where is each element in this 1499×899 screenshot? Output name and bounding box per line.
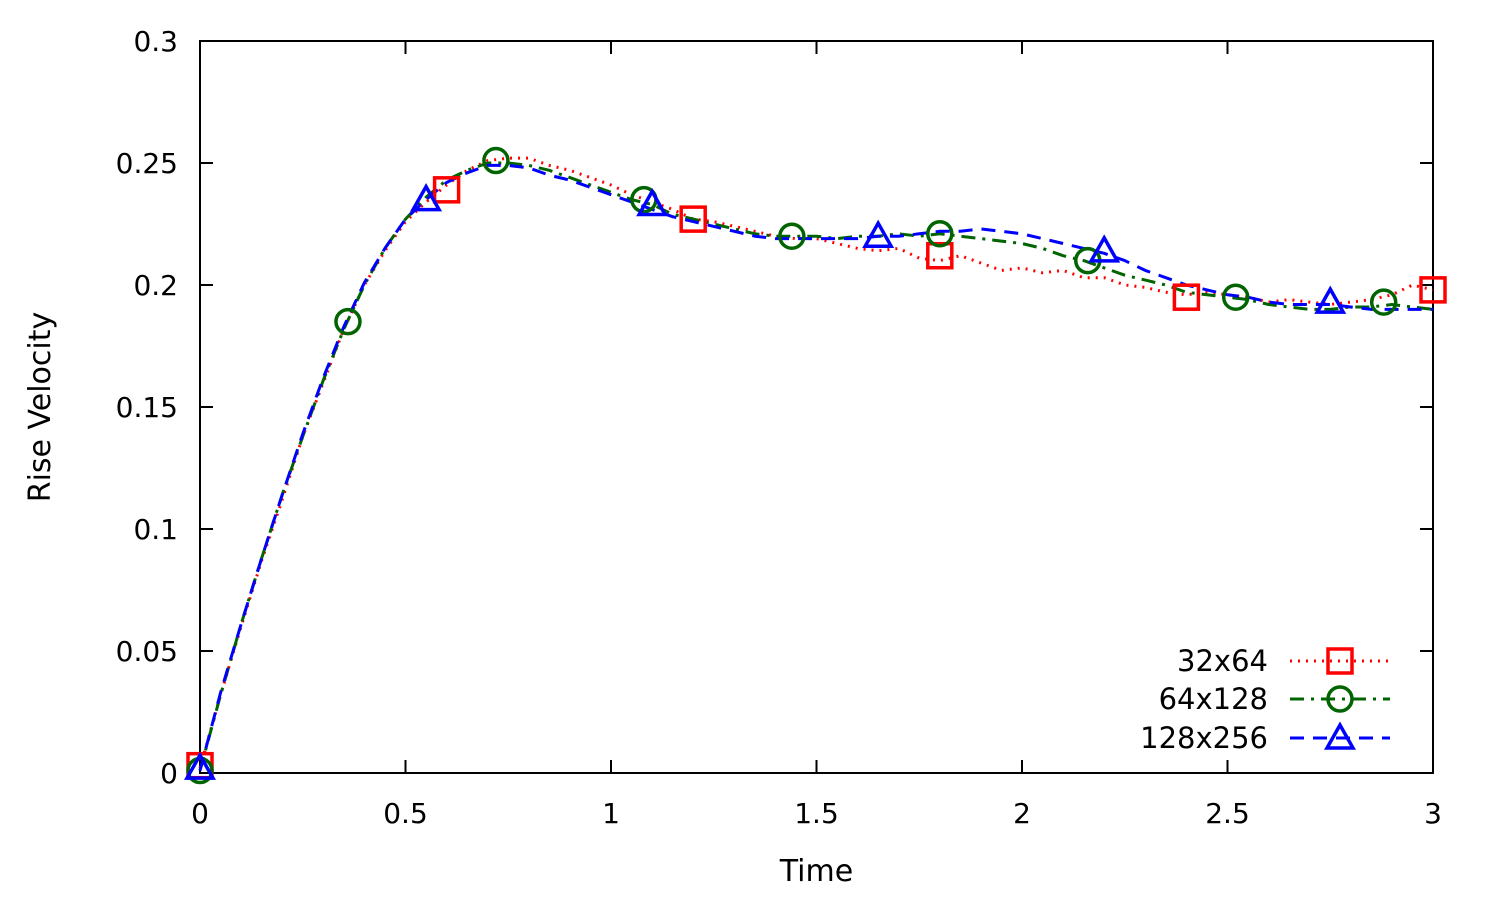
legend-label: 128x256 bbox=[1140, 721, 1268, 755]
legend-marker-circle bbox=[1326, 685, 1354, 713]
series-line-128x256 bbox=[198, 163, 1433, 771]
y-tick-label: 0.25 bbox=[116, 147, 178, 180]
data-point-64x128 bbox=[1369, 288, 1398, 316]
data-point-32x64 bbox=[432, 176, 461, 204]
data-point-128x256 bbox=[1314, 285, 1347, 314]
data-point-64x128 bbox=[1221, 283, 1250, 311]
data-point-32x64 bbox=[926, 241, 954, 270]
x-tick-label: 1 bbox=[602, 797, 620, 830]
axis-labels: Time Rise Velocity bbox=[23, 312, 853, 889]
y-tick-label: 0.15 bbox=[116, 391, 178, 424]
data-point-128x256 bbox=[636, 187, 669, 217]
data-point-32x64 bbox=[679, 205, 707, 233]
x-tick-label: 3 bbox=[1424, 797, 1442, 830]
data-point-128x256 bbox=[184, 751, 216, 780]
y-tick-label: 0 bbox=[160, 757, 178, 790]
data-point-128x256 bbox=[862, 219, 895, 248]
x-tick-label: 2 bbox=[1013, 797, 1031, 830]
data-point-32x64 bbox=[1172, 283, 1201, 311]
data-point-64x128 bbox=[926, 220, 954, 248]
y-tick-label: 0.05 bbox=[116, 635, 178, 668]
y-tick-label: 0.3 bbox=[133, 25, 178, 58]
series-lines bbox=[198, 156, 1434, 771]
data-point-64x128 bbox=[334, 307, 362, 336]
data-point-128x256 bbox=[410, 183, 443, 212]
x-tick-label: 0.5 bbox=[383, 797, 428, 830]
x-tick-label: 2.5 bbox=[1205, 797, 1250, 830]
y-tick-label: 0.2 bbox=[133, 269, 178, 302]
y-axis-title: Rise Velocity bbox=[23, 312, 58, 503]
axis-ticks: 0 0.5 1 1.5 2 2.5 3 0 0.05 0.1 0.15 0.2 0.25 0.3 bbox=[116, 25, 1442, 830]
data-point-128x256 bbox=[1088, 234, 1121, 263]
series-markers bbox=[184, 146, 1447, 785]
data-point-32x64 bbox=[1419, 276, 1447, 304]
legend-label: 64x128 bbox=[1159, 682, 1268, 716]
x-axis-title: Time bbox=[779, 854, 853, 889]
x-tick-label: 1.5 bbox=[794, 797, 839, 830]
y-tick-label: 0.1 bbox=[133, 513, 178, 546]
legend-marker-square bbox=[1326, 647, 1354, 675]
legend-label: 32x64 bbox=[1177, 644, 1268, 678]
legend: 32x64 64x128 128x256 bbox=[1140, 644, 1390, 755]
data-point-64x128 bbox=[778, 222, 806, 250]
data-point-64x128 bbox=[482, 146, 510, 175]
x-tick-label: 0 bbox=[191, 797, 209, 830]
series-line-64x128 bbox=[198, 161, 1434, 771]
legend-marker-triangle bbox=[1324, 721, 1356, 750]
